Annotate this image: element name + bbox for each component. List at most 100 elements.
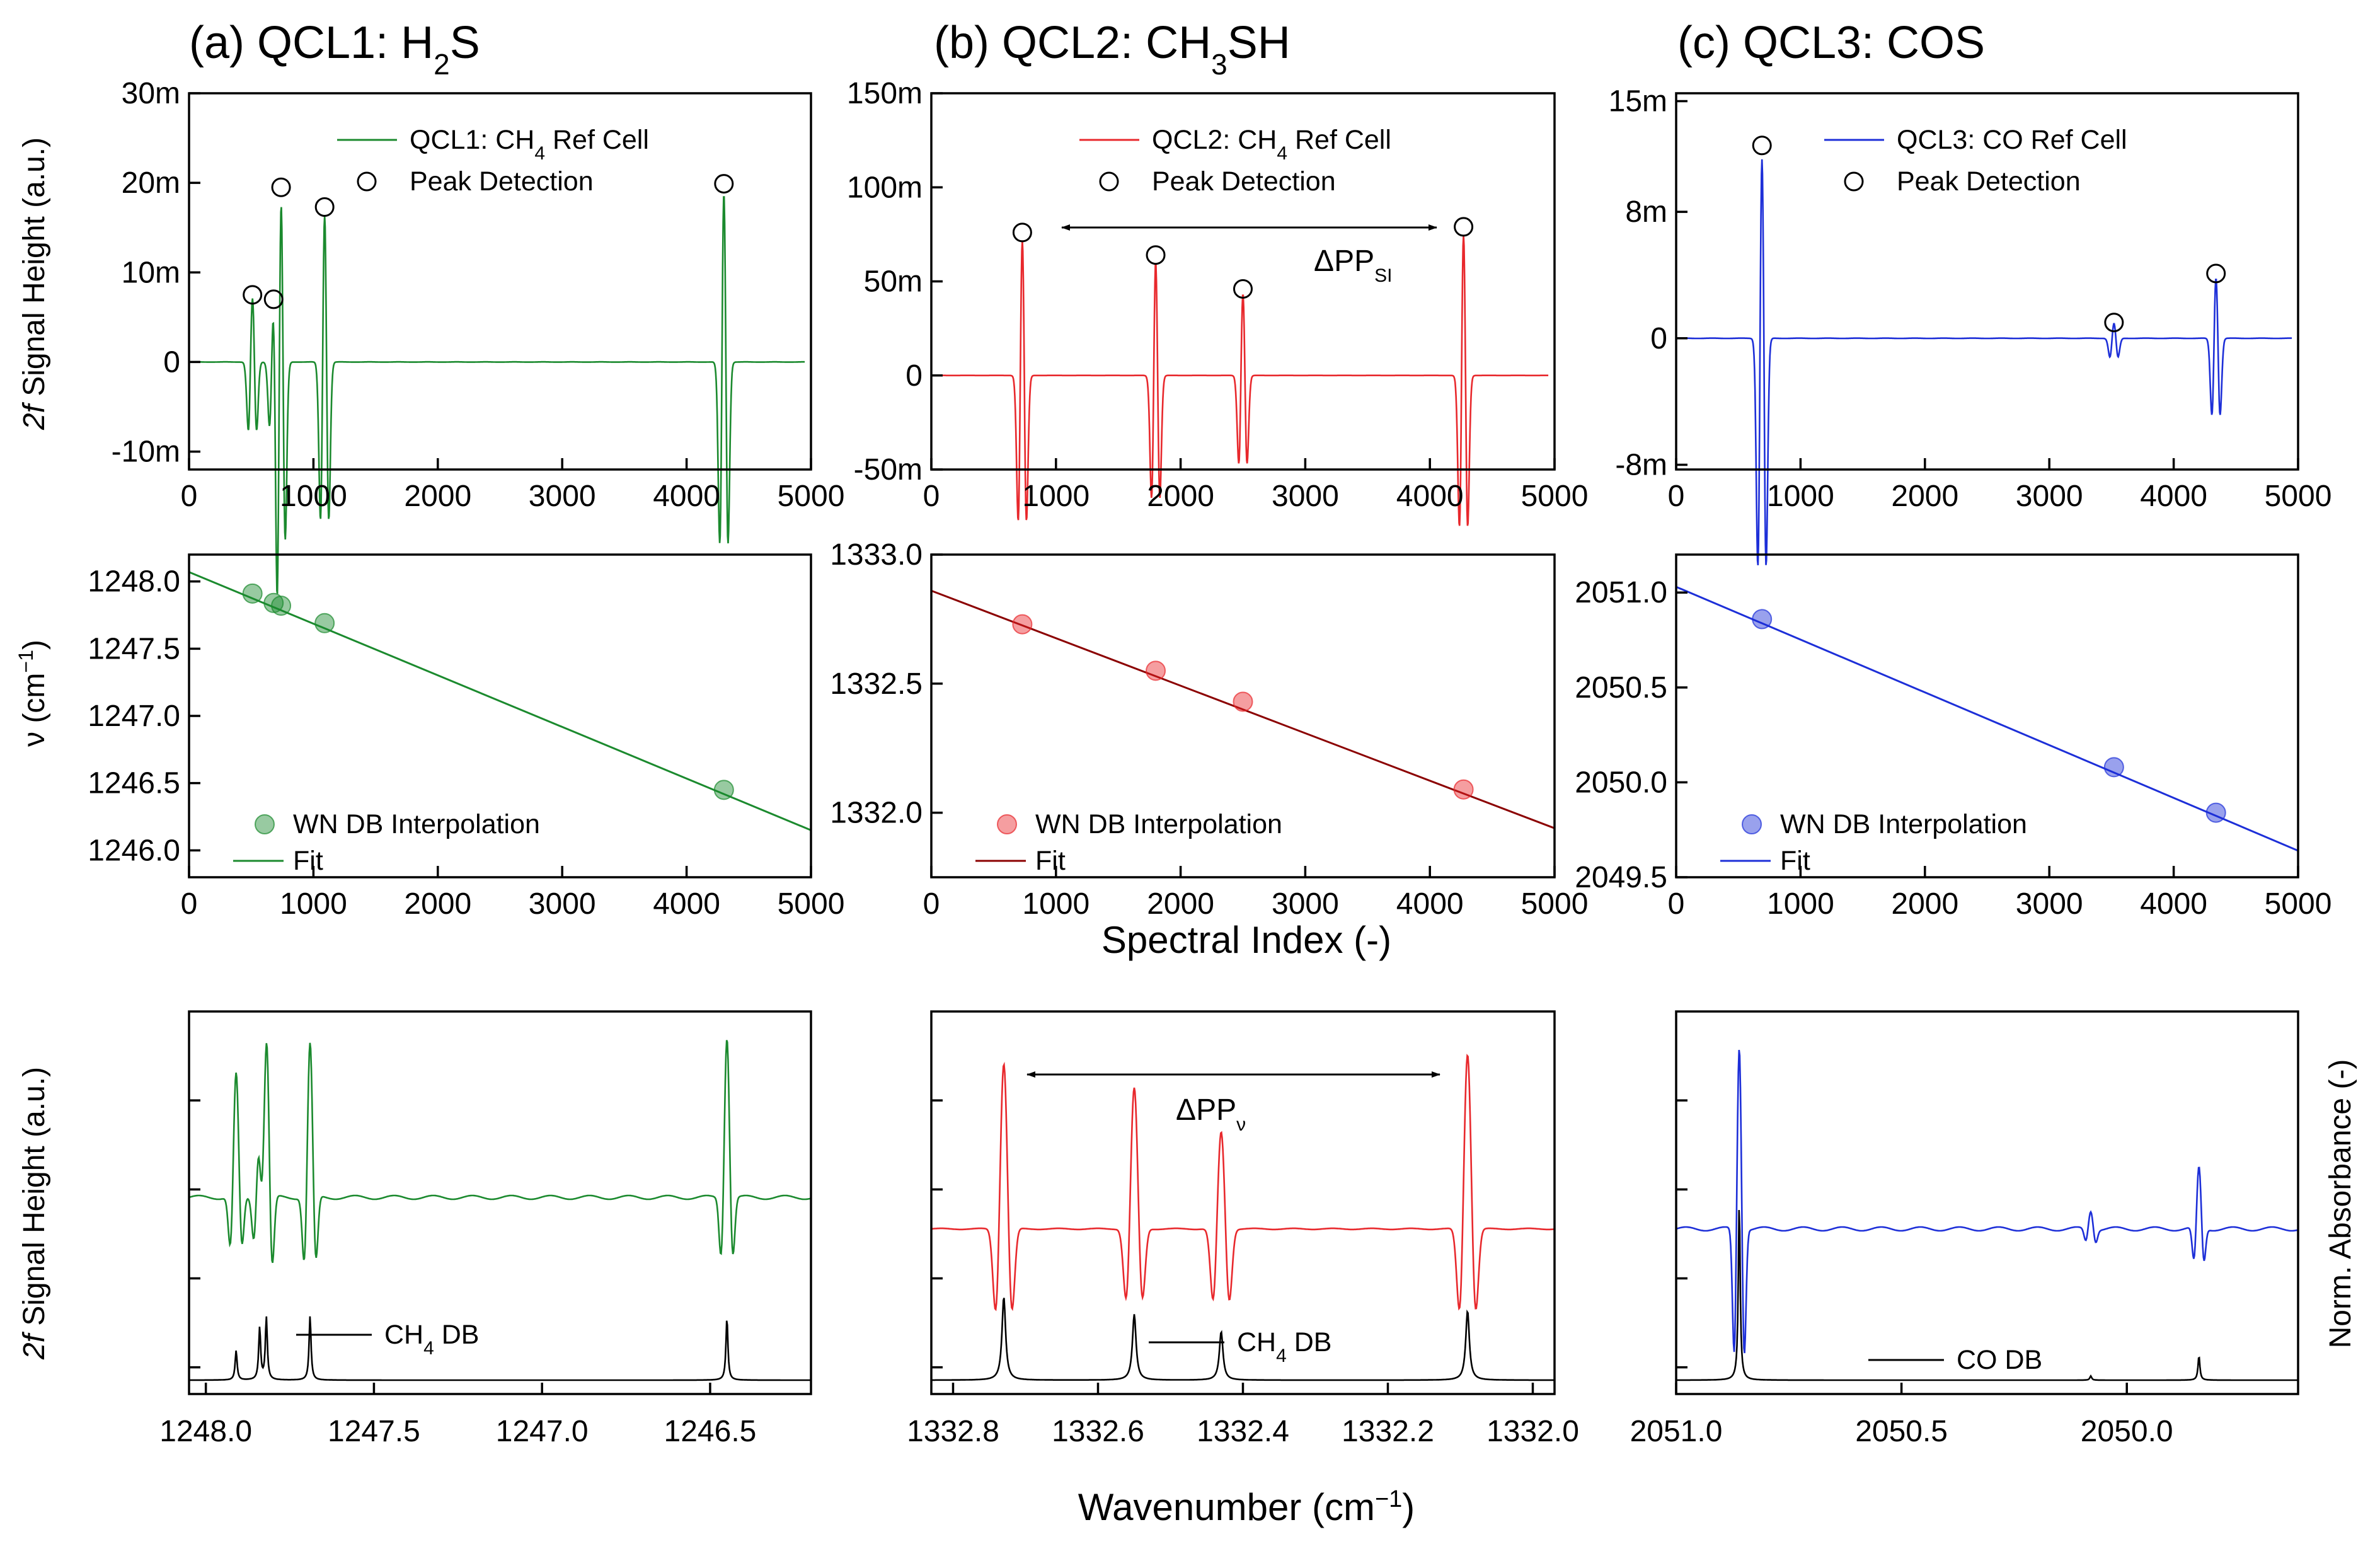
top-frame	[1675, 92, 2299, 471]
legend-peak-label: Peak Detection	[410, 166, 594, 197]
plot-area: 0 1000 2000 3000 4000 500030m20m10m0-10mQCL1:…	[88, 77, 2331, 1448]
y-tick-label: 1333.0	[830, 538, 923, 572]
y-tick-label: 1247.5	[88, 632, 180, 665]
y-tick-label: -50m	[854, 453, 923, 487]
x-tick-label: 5000	[2265, 887, 2332, 921]
mid-frame	[1675, 553, 2299, 879]
x-tick-label: 0	[1668, 887, 1685, 921]
x-tick-label: 1332.6	[1052, 1415, 1144, 1448]
y-tick-label: 1332.5	[830, 667, 923, 701]
wavenumber-label: Wavenumber (cm−1)	[1078, 1486, 1415, 1528]
spectral-index-label: Spectral Index (-)	[1101, 919, 1391, 961]
x-tick-label: 1000	[1767, 887, 1834, 921]
panel-title-b: (b) QCL2: CH3SH	[934, 18, 1291, 81]
dpp-nu-annotation: ΔPPν	[1026, 1071, 1440, 1135]
legend-point-swatch	[255, 814, 275, 834]
y-tick-label: 20m	[122, 166, 180, 200]
bot-y-axis-label: 2f Signal Height (a.u.)	[18, 1067, 51, 1360]
db-trace	[189, 1316, 811, 1381]
mid-panel-b: 0 1000 2000 3000 4000 5000 1333.0 1332.5 1332.0 W…	[830, 538, 1588, 921]
legend-peak-label: Peak Detection	[1152, 166, 1336, 197]
data-point	[1752, 609, 1773, 630]
x-tick-label: 4000	[653, 887, 720, 921]
y-tick-label: 50m	[864, 265, 923, 299]
peak-marker	[1233, 279, 1253, 299]
x-tick-label: 1000	[280, 480, 347, 513]
data-point	[1012, 614, 1033, 635]
x-tick-label: 1000	[1022, 887, 1089, 921]
y-tick-label: 1248.0	[88, 565, 180, 599]
data-point	[2103, 757, 2124, 778]
peak-marker	[1146, 245, 1166, 265]
y-tick-label: 15m	[1609, 85, 1667, 118]
legend-points-label: WN DB Interpolation	[293, 809, 540, 839]
data-point	[271, 596, 292, 616]
y-tick-label: 1247.0	[88, 700, 180, 733]
x-tick-label: 2050.5	[1855, 1415, 1948, 1448]
top-panel-a: 0 1000 2000 3000 4000 500030m20m10m0-10mQCL1:…	[112, 77, 845, 594]
x-tick-label: 5000	[778, 480, 845, 513]
y-tick-label: 100m	[847, 171, 923, 204]
x-tick-label: 5000	[2265, 480, 2332, 513]
x-tick-label: 0	[923, 887, 940, 921]
legend-db-label: CH4 DB	[384, 1320, 479, 1359]
legend-fit-label: Fit	[1035, 846, 1066, 876]
legend-fit-label: Fit	[293, 846, 323, 876]
x-tick-label: 1000	[1022, 480, 1089, 513]
x-tick-label: 2050.0	[2081, 1415, 2173, 1448]
y-tick-label: 0	[905, 359, 923, 393]
x-tick-label: 0	[923, 480, 940, 513]
peak-marker	[2206, 263, 2226, 284]
signal-trace	[931, 1053, 1555, 1311]
x-tick-label: 1248.0	[159, 1415, 252, 1448]
x-tick-label: 2000	[404, 480, 471, 513]
y-tick-label: 0	[163, 345, 180, 379]
legend-db-label: CO DB	[1957, 1345, 2042, 1375]
legend-point-swatch	[1742, 814, 1762, 834]
x-tick-label: 2000	[1147, 480, 1214, 513]
x-tick-label: 5000	[1521, 887, 1589, 921]
data-point	[2205, 802, 2226, 823]
x-tick-label: 4000	[2140, 887, 2207, 921]
x-tick-label: 2051.0	[1630, 1415, 1723, 1448]
top-panel-b: 0 1000 2000 3000 4000 5000150m100m50m0-50mQCL…	[847, 77, 1588, 526]
peak-marker	[1752, 135, 1772, 156]
x-tick-label: 1247.0	[496, 1415, 589, 1448]
peak-marker	[263, 289, 284, 309]
signal-trace	[937, 235, 1549, 526]
x-tick-label: 3000	[2016, 480, 2083, 513]
bot-frame	[188, 1010, 812, 1395]
y-tick-label: 10m	[122, 256, 180, 289]
legend-points-label: WN DB Interpolation	[1780, 809, 2027, 839]
x-tick-label: 2000	[404, 887, 471, 921]
x-tick-label: 5000	[778, 887, 845, 921]
x-tick-label: 4000	[1396, 887, 1464, 921]
legend-peak-label: Peak Detection	[1897, 166, 2081, 197]
fit-line	[188, 571, 812, 831]
x-tick-label: 4000	[1396, 480, 1464, 513]
bot-frame	[1675, 1010, 2299, 1395]
peak-marker	[271, 177, 291, 197]
legend-points-label: WN DB Interpolation	[1035, 809, 1282, 839]
y-tick-label: -10m	[112, 435, 180, 469]
signal-trace	[195, 196, 805, 594]
peak-marker	[1012, 222, 1032, 243]
y-tick-label: 2049.5	[1575, 861, 1667, 894]
y-tick-label: -8m	[1615, 448, 1667, 481]
y-tick-label: 2050.5	[1575, 671, 1667, 705]
y-tick-label: 150m	[847, 77, 923, 110]
x-tick-label: 3000	[2016, 887, 2083, 921]
data-point	[713, 780, 734, 800]
y-tick-label: 0	[1650, 322, 1667, 355]
data-point	[242, 583, 263, 604]
x-tick-label: 3000	[1272, 480, 1339, 513]
dpp-si-label: ΔPPSI	[1314, 245, 1392, 286]
x-tick-label: 2000	[1891, 887, 1958, 921]
legend-signal-label: QCL3: CO Ref Cell	[1897, 125, 2127, 155]
x-tick-label: 2000	[1147, 887, 1214, 921]
data-point	[1146, 660, 1166, 681]
bot-panel-b: 1332.8 1332.6 1332.4 1332.2 1332.0 CH4 DB	[907, 1010, 1579, 1448]
mid-frame	[930, 553, 1556, 879]
legend-point-swatch	[997, 814, 1017, 834]
